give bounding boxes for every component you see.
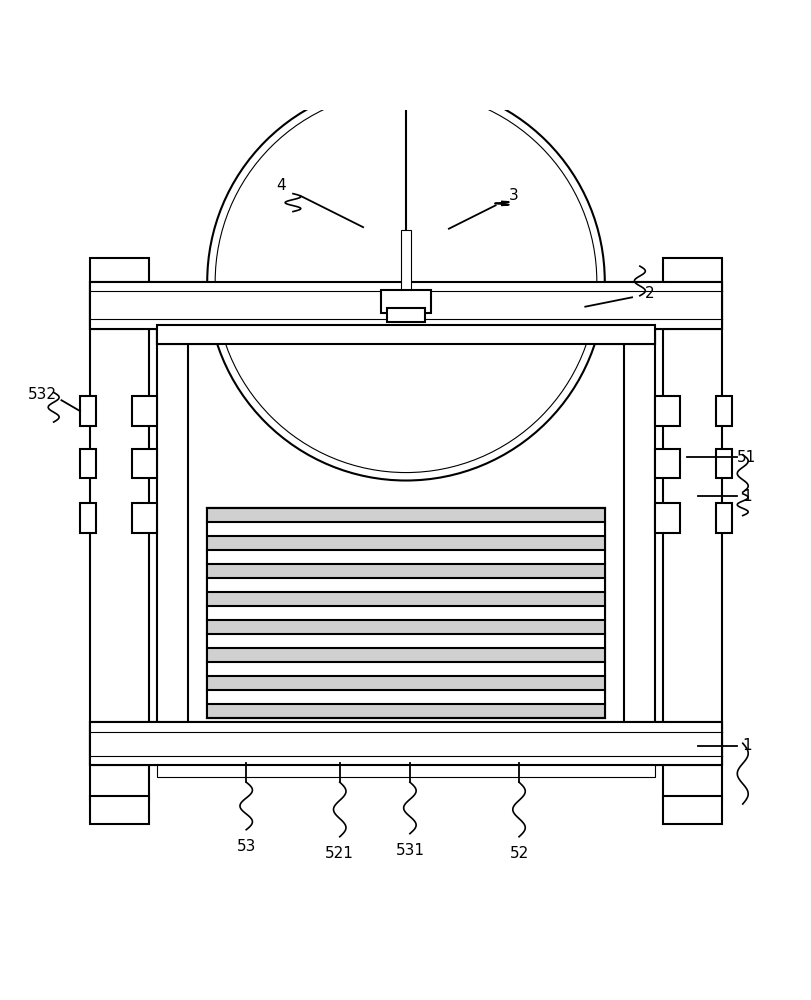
Bar bbox=[208, 523, 603, 535]
Bar bbox=[400, 230, 411, 307]
Bar bbox=[208, 691, 603, 703]
Text: 3: 3 bbox=[508, 188, 517, 203]
Text: 4: 4 bbox=[276, 178, 285, 193]
Bar bbox=[207, 508, 604, 718]
Bar bbox=[131, 449, 157, 478]
Bar bbox=[157, 738, 654, 761]
Bar bbox=[208, 537, 603, 549]
Text: 52: 52 bbox=[508, 846, 528, 861]
Bar bbox=[157, 325, 654, 344]
Bar bbox=[654, 396, 680, 426]
Bar bbox=[208, 677, 603, 689]
Bar bbox=[90, 796, 148, 824]
Bar bbox=[90, 722, 721, 765]
Bar bbox=[715, 396, 731, 426]
Bar bbox=[157, 761, 654, 777]
Bar bbox=[663, 796, 721, 824]
Bar bbox=[654, 503, 680, 533]
Bar bbox=[90, 282, 721, 329]
Bar bbox=[131, 503, 157, 533]
Bar bbox=[208, 705, 603, 717]
Bar bbox=[207, 508, 604, 718]
Text: 531: 531 bbox=[395, 843, 424, 858]
Bar bbox=[131, 396, 157, 426]
Bar bbox=[208, 621, 603, 633]
Bar bbox=[208, 607, 603, 619]
Bar bbox=[90, 258, 148, 800]
Bar bbox=[208, 509, 603, 521]
Text: 532: 532 bbox=[28, 387, 57, 402]
Text: 2: 2 bbox=[645, 286, 654, 301]
Bar bbox=[208, 565, 603, 577]
Bar bbox=[80, 503, 96, 533]
Circle shape bbox=[207, 83, 604, 481]
Text: 53: 53 bbox=[236, 839, 255, 854]
Text: 1: 1 bbox=[741, 738, 750, 753]
Bar bbox=[90, 282, 721, 329]
Bar bbox=[80, 396, 96, 426]
Bar bbox=[90, 722, 721, 765]
Bar bbox=[208, 635, 603, 647]
Bar bbox=[80, 449, 96, 478]
Bar bbox=[663, 258, 721, 800]
Bar bbox=[715, 449, 731, 478]
Text: 1: 1 bbox=[741, 489, 750, 504]
Bar bbox=[208, 579, 603, 591]
Text: 521: 521 bbox=[325, 846, 354, 861]
Bar bbox=[208, 551, 603, 563]
Bar bbox=[380, 290, 431, 313]
Bar bbox=[208, 663, 603, 675]
Bar bbox=[715, 503, 731, 533]
Text: 51: 51 bbox=[736, 450, 755, 465]
Bar bbox=[624, 317, 654, 761]
Bar bbox=[157, 317, 187, 761]
Bar bbox=[654, 449, 680, 478]
Bar bbox=[387, 308, 424, 322]
Bar bbox=[157, 325, 654, 344]
Bar bbox=[208, 649, 603, 661]
Bar bbox=[208, 593, 603, 605]
